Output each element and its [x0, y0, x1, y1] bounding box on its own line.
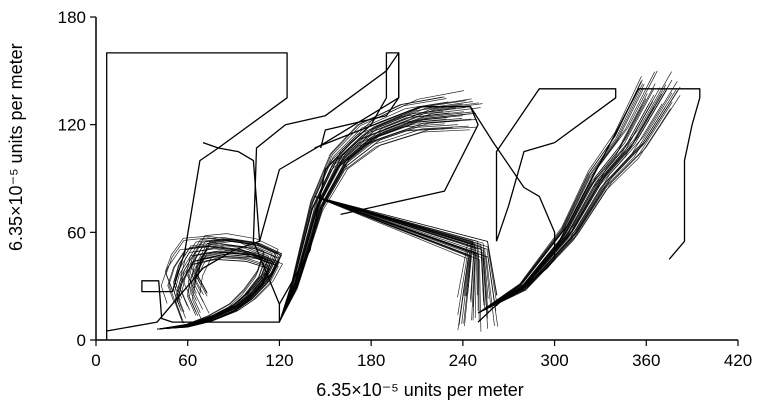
ray-line	[279, 125, 469, 323]
ray-line	[314, 196, 480, 322]
x-tick-label: 120	[265, 351, 293, 370]
ray-line	[477, 87, 667, 314]
x-tick-label: 0	[91, 351, 100, 370]
ray-line	[314, 196, 471, 324]
ray-line	[314, 196, 473, 297]
x-tick-label: 360	[632, 351, 660, 370]
ray-line	[477, 93, 663, 314]
ray-line	[157, 245, 281, 330]
ray-line	[314, 196, 469, 315]
x-tick-label: 240	[449, 351, 477, 370]
y-tick-label: 180	[58, 8, 86, 27]
ray-line	[314, 196, 482, 332]
ray-line	[279, 103, 483, 323]
ray-line	[314, 196, 492, 310]
axes	[95, 17, 738, 341]
ray-line	[279, 98, 447, 323]
ray-line	[279, 118, 463, 323]
x-tick-label: 300	[540, 351, 568, 370]
ray-line	[314, 196, 472, 324]
y-tick-label: 0	[77, 331, 86, 350]
x-tick-label: 60	[178, 351, 197, 370]
ray-line	[157, 244, 277, 330]
ray-line	[279, 96, 443, 323]
y-tick-label: 120	[58, 116, 86, 135]
ray-line	[279, 96, 445, 323]
ray-line	[314, 196, 497, 296]
ray-line	[477, 83, 645, 314]
ray-line	[477, 86, 681, 314]
ray-line	[279, 128, 445, 323]
ray-line	[157, 258, 270, 330]
outline-series	[202, 141, 261, 242]
ray-line	[314, 196, 476, 321]
x-tick-label: 180	[357, 351, 385, 370]
ray-line	[477, 70, 658, 314]
ray-line	[279, 101, 473, 323]
ray-line	[314, 196, 489, 329]
outline-series	[495, 88, 617, 242]
ray-line	[279, 126, 478, 323]
ray-line	[477, 83, 644, 314]
ray-line	[314, 196, 478, 319]
ray-line	[314, 196, 469, 326]
ray-line	[279, 120, 458, 323]
ray-line	[279, 107, 481, 323]
ray-line	[477, 93, 648, 314]
ray-line	[314, 196, 472, 296]
ray-line	[477, 105, 643, 314]
ray-line	[314, 196, 476, 321]
ray-line	[477, 79, 643, 314]
ray-line	[477, 81, 642, 314]
ray-line	[477, 87, 645, 314]
ray-line	[314, 196, 498, 307]
ray-line	[477, 88, 655, 314]
ray-line	[157, 254, 278, 330]
ray-line	[477, 89, 677, 314]
y-axis-label: 6.35×10⁻⁵ units per meter	[6, 43, 26, 251]
ray-line	[279, 113, 472, 323]
ray-line	[477, 103, 663, 314]
outline-series	[314, 106, 479, 216]
x-tick-label: 420	[724, 351, 752, 370]
ray-line	[477, 83, 656, 314]
y-tick-label: 60	[67, 223, 86, 242]
ray-line	[477, 103, 650, 314]
ray-line	[157, 249, 280, 330]
ray-line	[314, 196, 488, 319]
ray-line	[314, 196, 489, 299]
x-axis-label: 6.35×10⁻⁵ units per meter	[316, 380, 524, 400]
plot-area	[106, 52, 701, 340]
ray-line	[279, 111, 444, 323]
ray-line	[477, 75, 642, 314]
ray-line	[314, 196, 477, 307]
ray-line	[477, 102, 673, 314]
ticks: 0 60 120 180 240 300 360 420 0 60 120 180	[58, 8, 753, 370]
ray-line	[314, 196, 479, 312]
ray-line	[157, 242, 270, 330]
ray-line	[314, 196, 472, 327]
ray-line	[314, 196, 486, 311]
